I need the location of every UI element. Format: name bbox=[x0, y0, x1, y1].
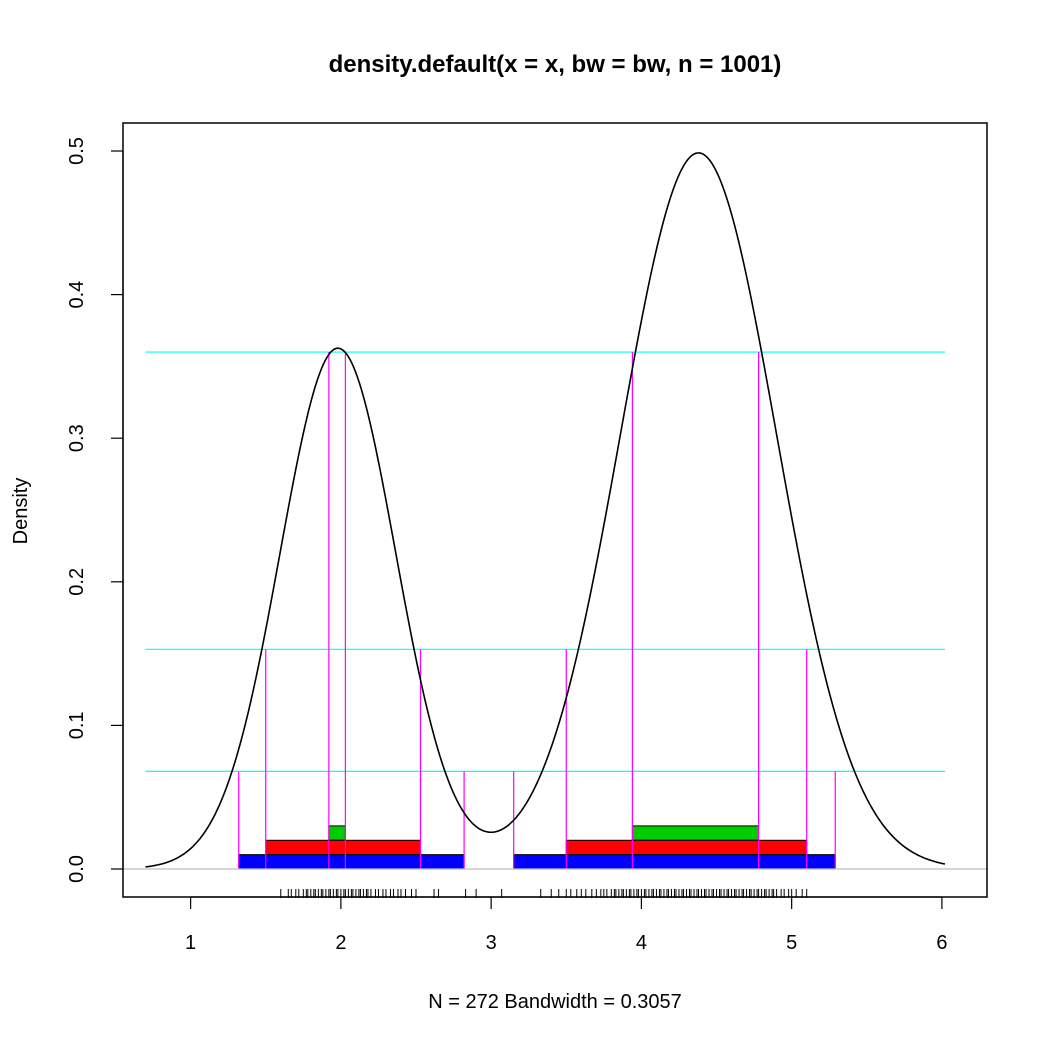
y-axis: 0.0 0.1 0.2 0.3 0.4 0.5 bbox=[66, 137, 124, 883]
x-tick-label-5: 5 bbox=[786, 932, 797, 954]
density-curve bbox=[145, 152, 946, 868]
y-tick-label-1: 0.1 bbox=[66, 711, 88, 739]
y-axis-label: Density bbox=[10, 478, 32, 545]
x-tick-label-1: 1 bbox=[185, 932, 196, 954]
x-axis-label: N = 272 Bandwidth = 0.3057 bbox=[428, 991, 682, 1013]
hdr-level-lines bbox=[145, 351, 945, 772]
y-tick-label-5: 0.5 bbox=[66, 137, 88, 165]
hdr-bar-1-0 bbox=[265, 839, 422, 856]
x-tick-label-6: 6 bbox=[936, 932, 947, 954]
x-tick-label-4: 4 bbox=[636, 932, 647, 954]
hdr-interval-bars bbox=[238, 825, 836, 870]
x-axis: 1 2 3 4 5 6 bbox=[185, 896, 947, 954]
chart-title: density.default(x = x, bw = bw, n = 1001… bbox=[329, 51, 782, 78]
hdr-bar-1-1 bbox=[565, 839, 808, 856]
plot-frame bbox=[122, 122, 988, 898]
hdr-bar-2-1 bbox=[513, 854, 836, 870]
y-tick-label-3: 0.3 bbox=[66, 424, 88, 452]
y-tick-label-4: 0.4 bbox=[66, 281, 88, 309]
hdr-drop-lines bbox=[238, 352, 836, 869]
y-tick-label-2: 0.2 bbox=[66, 568, 88, 596]
x-tick-label-3: 3 bbox=[486, 932, 497, 954]
y-tick-label-0: 0.0 bbox=[66, 855, 88, 883]
hdr-bar-0-0 bbox=[328, 825, 346, 841]
hdr-bar-0-1 bbox=[631, 825, 760, 841]
x-tick-label-2: 2 bbox=[335, 932, 346, 954]
hdr-bar-2-0 bbox=[238, 854, 465, 870]
